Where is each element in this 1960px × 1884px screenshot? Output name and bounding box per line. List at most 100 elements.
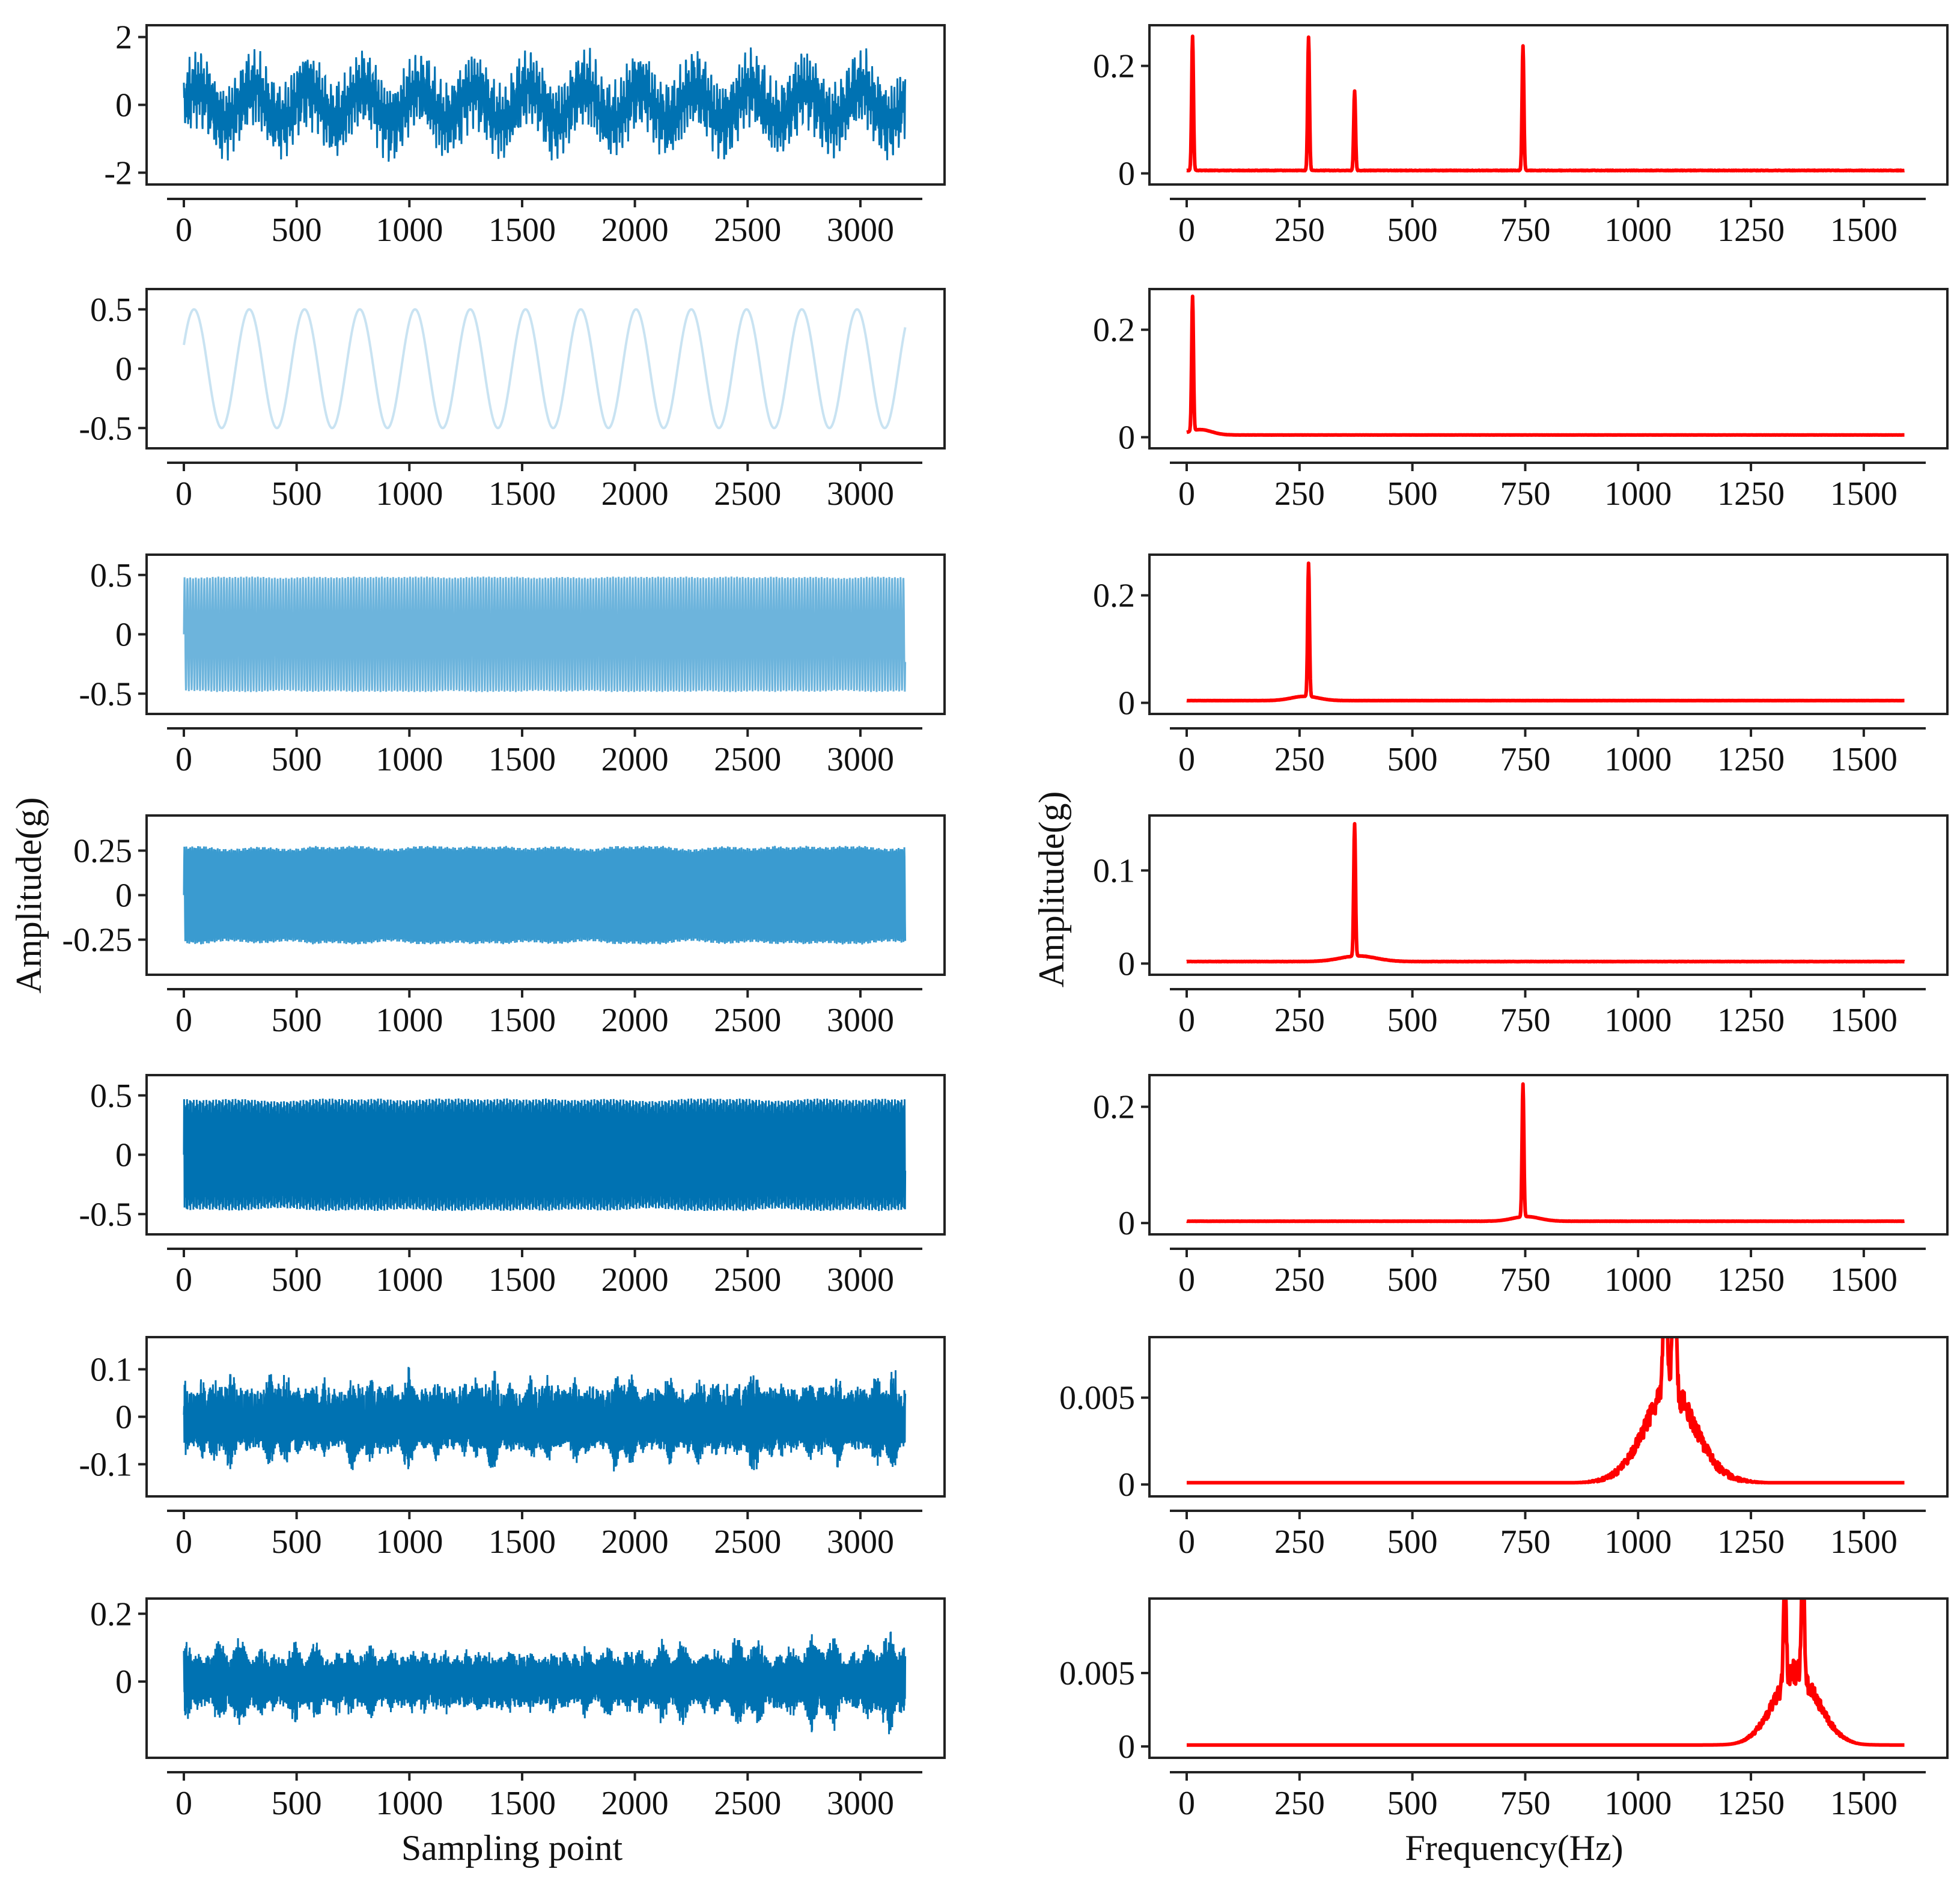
x-tick-label: 1500 bbox=[488, 741, 556, 778]
x-tick-label: 0 bbox=[175, 741, 192, 778]
x-tick-label: 500 bbox=[1387, 212, 1438, 249]
x-tick-label: 2000 bbox=[601, 475, 669, 513]
x-tick-label: 500 bbox=[1387, 741, 1438, 778]
chart-spec-4: 0.1 0 0 250 500 750 1000 1250 1500 bbox=[1093, 814, 1949, 1039]
y-tick-label: 0 bbox=[115, 87, 132, 124]
plot-frame bbox=[1148, 553, 1949, 715]
x-tick-label: 750 bbox=[1500, 1523, 1550, 1561]
x-tick-label: 1250 bbox=[1717, 741, 1785, 778]
y-tick-label: 0 bbox=[1118, 156, 1135, 193]
spectrum-line bbox=[1185, 1082, 1906, 1224]
chart-time-3: 0.5 0 -0.5 0 500 1000 1500 2000 2500 3000 bbox=[79, 553, 946, 778]
y-tick-label: -0.5 bbox=[79, 1196, 132, 1233]
x-tick-label: 0 bbox=[1178, 1261, 1195, 1299]
x-tick-label: 0 bbox=[175, 1002, 192, 1039]
y-tick-label: 0.005 bbox=[1059, 1380, 1135, 1417]
y-tick-label: -0.5 bbox=[79, 410, 132, 447]
x-tick-label: 1500 bbox=[1830, 475, 1898, 513]
x-tick-label: 3000 bbox=[827, 1523, 894, 1561]
y-tick-label: -0.25 bbox=[62, 922, 132, 959]
x-tick-label: 0 bbox=[175, 1261, 192, 1299]
spectrum-line bbox=[1185, 1600, 1906, 1747]
x-tick-label: 1500 bbox=[1830, 212, 1898, 249]
spectrum-line bbox=[1185, 34, 1906, 173]
left-ylabel: Amplitude(g) bbox=[9, 797, 49, 994]
x-tick-label: 2000 bbox=[601, 1261, 669, 1299]
y-tick-label: 0 bbox=[1118, 945, 1135, 983]
chart-time-5: 0.5 0 -0.5 0 500 1000 1500 2000 2500 3000 bbox=[79, 1074, 946, 1299]
x-tick-label: 0 bbox=[175, 1785, 192, 1822]
series-line bbox=[183, 1631, 907, 1734]
spectrum-line bbox=[1185, 1338, 1906, 1485]
plot-frame bbox=[1148, 288, 1949, 450]
chart-time-2: 0.5 0 -0.5 0 500 1000 1500 2000 2500 3000 bbox=[79, 288, 946, 513]
x-tick-label: 1000 bbox=[1604, 475, 1672, 513]
x-tick-label: 3000 bbox=[827, 1785, 894, 1822]
chart-time-6: 0.1 0 -0.1 0 500 1000 1500 2000 2500 3000 bbox=[79, 1336, 946, 1561]
plot-frame bbox=[1148, 24, 1949, 186]
x-tick-label: 500 bbox=[272, 1261, 322, 1299]
series-line bbox=[183, 308, 907, 430]
y-tick-label: -0.1 bbox=[79, 1447, 132, 1484]
x-tick-label: 1500 bbox=[488, 475, 556, 513]
x-tick-label: 1250 bbox=[1717, 1523, 1785, 1561]
x-tick-label: 1250 bbox=[1717, 1261, 1785, 1299]
x-tick-label: 1000 bbox=[376, 1002, 443, 1039]
x-tick-label: 500 bbox=[272, 741, 322, 778]
y-tick-label: 0.1 bbox=[1093, 852, 1135, 889]
x-tick-label: 0 bbox=[1178, 475, 1195, 513]
x-tick-label: 0 bbox=[1178, 1002, 1195, 1039]
x-tick-label: 2000 bbox=[601, 212, 669, 249]
x-tick-label: 250 bbox=[1274, 1261, 1325, 1299]
x-tick-label: 750 bbox=[1500, 475, 1550, 513]
spectrum-line bbox=[1185, 561, 1906, 703]
x-tick-label: 1000 bbox=[1604, 1261, 1672, 1299]
x-tick-label: 250 bbox=[1274, 741, 1325, 778]
y-tick-label: 0.2 bbox=[1093, 312, 1135, 349]
plot-frame bbox=[1148, 814, 1949, 976]
plot-frame bbox=[145, 288, 946, 450]
y-tick-label: 0 bbox=[1118, 685, 1135, 722]
x-tick-label: 1500 bbox=[1830, 741, 1898, 778]
y-tick-label: 0 bbox=[1118, 1728, 1135, 1766]
y-tick-label: 0 bbox=[1118, 419, 1135, 457]
plot-frame bbox=[1148, 1336, 1949, 1498]
x-tick-label: 1000 bbox=[376, 741, 443, 778]
x-tick-label: 1000 bbox=[1604, 212, 1672, 249]
y-tick-label: 0.1 bbox=[90, 1352, 132, 1389]
x-tick-label: 500 bbox=[1387, 1523, 1438, 1561]
x-tick-label: 0 bbox=[1178, 1785, 1195, 1822]
x-tick-label: 3000 bbox=[827, 475, 894, 513]
x-tick-label: 2500 bbox=[714, 1002, 781, 1039]
y-tick-label: -0.5 bbox=[79, 675, 132, 713]
x-tick-label: 2500 bbox=[714, 475, 781, 513]
y-tick-label: 0 bbox=[115, 351, 132, 388]
x-tick-label: 1000 bbox=[1604, 1002, 1672, 1039]
x-tick-label: 2500 bbox=[714, 212, 781, 249]
chart-spec-5: 0.2 0 0 250 500 750 1000 1250 1500 bbox=[1093, 1074, 1949, 1299]
x-tick-label: 750 bbox=[1500, 741, 1550, 778]
chart-spec-1: 0.2 0 0 250 500 750 1000 1250 1500 bbox=[1093, 24, 1949, 249]
series-line bbox=[183, 846, 907, 945]
series-line bbox=[183, 1098, 907, 1212]
y-tick-label: 0.005 bbox=[1059, 1655, 1135, 1692]
chart-time-1: 2 0 -2 0 500 1000 1500 2000 2500 3000 bbox=[104, 19, 946, 249]
plot-frame bbox=[145, 1597, 946, 1759]
x-tick-label: 2500 bbox=[714, 741, 781, 778]
x-tick-label: 3000 bbox=[827, 1261, 894, 1299]
x-tick-label: 2500 bbox=[714, 1785, 781, 1822]
x-tick-label: 1500 bbox=[488, 1785, 556, 1822]
x-tick-label: 500 bbox=[272, 1785, 322, 1822]
y-tick-label: 0.2 bbox=[1093, 48, 1135, 85]
chart-spec-6: 0.005 0 0 250 500 750 1000 1250 1500 bbox=[1059, 1336, 1949, 1561]
y-tick-label: 0 bbox=[1118, 1466, 1135, 1504]
x-tick-label: 1500 bbox=[1830, 1523, 1898, 1561]
y-tick-label: 0 bbox=[115, 1399, 132, 1436]
x-tick-label: 2000 bbox=[601, 1002, 669, 1039]
left-xlabel: Sampling point bbox=[401, 1828, 623, 1868]
x-tick-label: 2500 bbox=[714, 1523, 781, 1561]
right-xlabel: Frequency(Hz) bbox=[1405, 1828, 1623, 1868]
y-tick-label: 2 bbox=[115, 19, 132, 56]
